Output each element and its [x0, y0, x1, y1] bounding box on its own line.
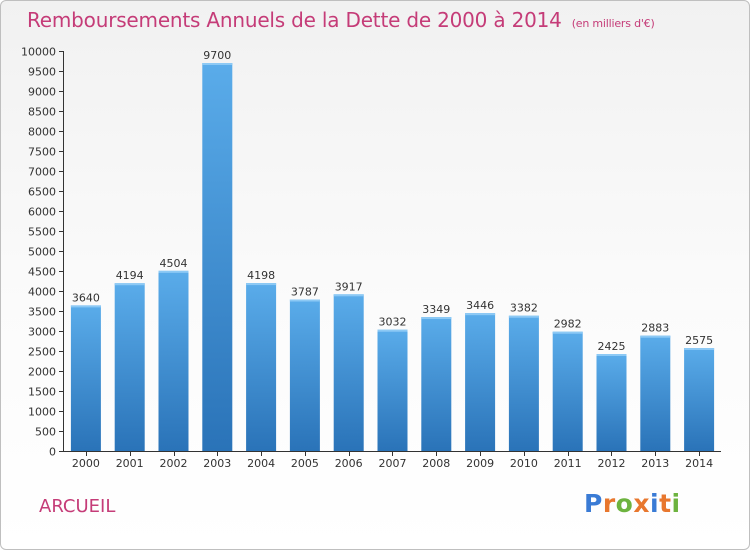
- y-tick-label: 8500: [28, 106, 56, 119]
- data-label-2010: 3382: [510, 302, 538, 315]
- bars: [70, 63, 715, 451]
- y-tick-label: 3500: [28, 306, 56, 319]
- bar-top-edge: [640, 335, 671, 338]
- y-tick-label: 2500: [28, 346, 56, 359]
- bar-top-edge: [465, 313, 496, 316]
- data-label-2011: 2982: [554, 318, 582, 331]
- y-tick-label: 1500: [28, 386, 56, 399]
- x-axis: 2000 2001 2002 2003 2004 2005 2006 2007 2008 2009…: [63, 451, 721, 470]
- x-tick-label: 2006: [335, 457, 363, 470]
- y-tick-label: 500: [35, 426, 56, 439]
- data-label-2000: 3640: [72, 291, 100, 304]
- data-label-2003: 9700: [203, 49, 231, 62]
- bar-top-edge: [158, 270, 189, 273]
- x-tick-label: 2010: [510, 457, 538, 470]
- x-tick-label: 2013: [641, 457, 669, 470]
- x-tick-label: 2001: [116, 457, 144, 470]
- bar-2004: [246, 283, 277, 451]
- data-label-2004: 4198: [247, 269, 275, 282]
- chart-title: Remboursements Annuels de la Dette de 20…: [27, 8, 655, 32]
- proxiti-logo[interactable]: Proxiti: [584, 489, 681, 518]
- data-label-2012: 2425: [598, 340, 626, 353]
- logo-letter: i: [650, 489, 660, 518]
- y-tick-label: 7000: [28, 166, 56, 179]
- x-tick-label: 2000: [72, 457, 100, 470]
- bar-top-edge: [114, 283, 145, 286]
- x-tick-label: 2014: [685, 457, 713, 470]
- x-tick-label: 2005: [291, 457, 319, 470]
- data-label-2008: 3349: [422, 303, 450, 316]
- logo-letter: x: [633, 489, 650, 518]
- y-axis: 0 500 1000 1500 2000 2500 3000 3500 4000 4500 5000…: [21, 46, 64, 459]
- y-tick-label: 8000: [28, 126, 56, 139]
- y-tick-label: 2000: [28, 366, 56, 379]
- y-tick-label: 7500: [28, 146, 56, 159]
- data-label-2005: 3787: [291, 286, 319, 299]
- data-label-2013: 2883: [641, 322, 669, 335]
- logo-letter: o: [615, 489, 634, 518]
- bar-top-edge: [508, 315, 539, 318]
- bar-2006: [333, 294, 364, 451]
- y-tick-label: 4500: [28, 266, 56, 279]
- y-tick-label: 6000: [28, 206, 56, 219]
- y-tick-label: 10000: [21, 46, 56, 59]
- y-tick-label: 9500: [28, 66, 56, 79]
- bar-2009: [465, 313, 496, 451]
- y-tick-label: 3000: [28, 326, 56, 339]
- bar-top-edge: [289, 299, 320, 302]
- x-tick-label: 2011: [554, 457, 582, 470]
- bar-2001: [114, 283, 145, 451]
- bar-2002: [158, 270, 189, 451]
- logo-letter: i: [671, 489, 681, 518]
- x-tick-label: 2012: [598, 457, 626, 470]
- x-tick-label: 2004: [247, 457, 275, 470]
- bar-2003: [202, 63, 233, 451]
- logo-letter: r: [602, 489, 616, 518]
- logo-letter: t: [659, 489, 672, 518]
- x-tick-label: 2009: [466, 457, 494, 470]
- bar-top-edge: [70, 305, 101, 308]
- x-tick-label: 2003: [203, 457, 231, 470]
- x-tick-label: 2002: [160, 457, 188, 470]
- bar-top-edge: [596, 354, 627, 356]
- data-label-2014: 2575: [685, 334, 713, 347]
- chart-title-text: Remboursements Annuels de la Dette de 20…: [27, 8, 562, 32]
- bar-top-edge: [684, 348, 715, 350]
- bar-2014: [684, 348, 715, 451]
- data-labels: 3640 4194 4504 9700 4198 3787 3917 3032 3349 3446…: [72, 49, 713, 353]
- city-name: ARCUEIL: [39, 496, 116, 517]
- x-tick-label: 2007: [379, 457, 407, 470]
- bar-2013: [640, 335, 671, 451]
- bar-top-edge: [421, 317, 452, 320]
- bar-top-edge: [377, 329, 408, 332]
- bar-top-edge: [552, 331, 583, 334]
- y-tick-label: 9000: [28, 86, 56, 99]
- bar-2000: [70, 305, 101, 451]
- data-label-2006: 3917: [335, 280, 363, 293]
- bar-2012: [596, 354, 627, 451]
- x-tick-label: 2008: [422, 457, 450, 470]
- logo-letter: P: [584, 489, 603, 518]
- chart-unit: (en milliers d'€): [571, 17, 655, 30]
- bar-2008: [421, 317, 452, 451]
- data-label-2001: 4194: [116, 269, 144, 282]
- bar-top-edge: [333, 294, 364, 297]
- y-tick-label: 4000: [28, 286, 56, 299]
- y-tick-label: 0: [49, 446, 56, 459]
- bar-2011: [552, 331, 583, 451]
- y-tick-label: 1000: [28, 406, 56, 419]
- bar-top-edge: [202, 63, 233, 65]
- bar-2010: [508, 315, 539, 451]
- data-label-2007: 3032: [379, 316, 407, 329]
- y-tick-label: 6500: [28, 186, 56, 199]
- data-label-2002: 4504: [160, 257, 188, 270]
- y-tick-label: 5000: [28, 246, 56, 259]
- y-tick-label: 5500: [28, 226, 56, 239]
- bar-2007: [377, 329, 408, 451]
- bar-top-edge: [246, 283, 277, 286]
- data-label-2009: 3446: [466, 299, 494, 312]
- bar-2005: [289, 299, 320, 451]
